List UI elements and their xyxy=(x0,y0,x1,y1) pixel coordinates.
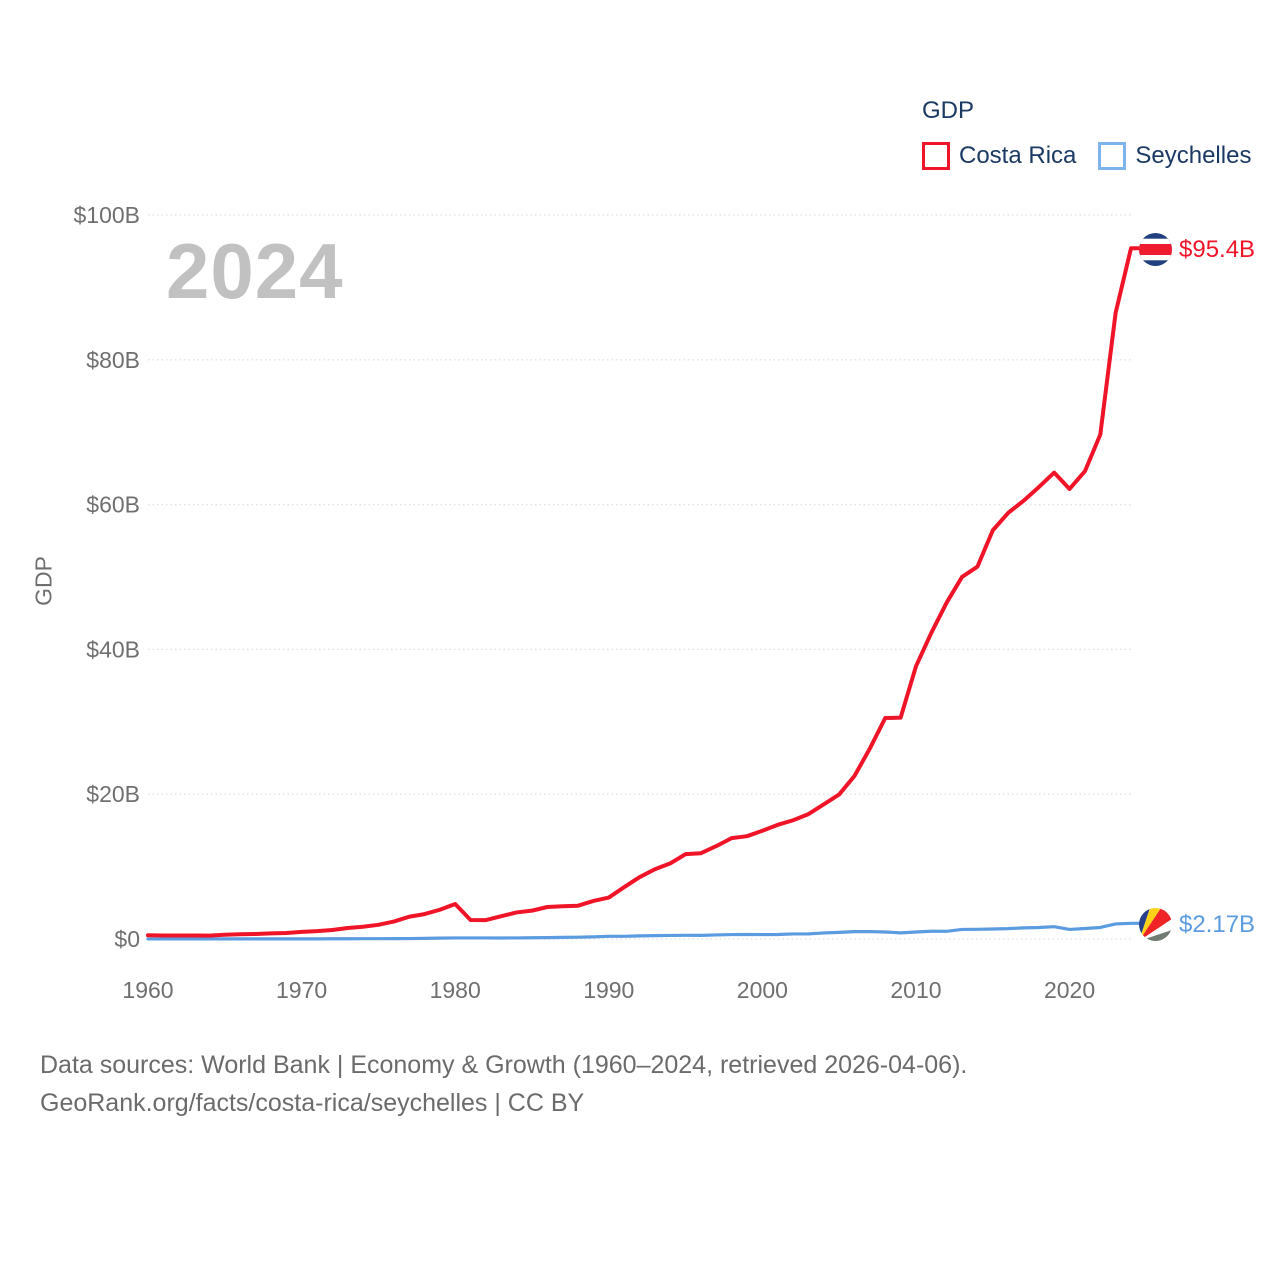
y-tick-label: $40B xyxy=(86,636,140,662)
legend-swatch-seychelles xyxy=(1098,142,1127,170)
y-tick-label: $60B xyxy=(86,492,140,518)
x-tick-label: 1990 xyxy=(583,977,634,1003)
x-tick-label: 1980 xyxy=(430,977,481,1003)
gdp-line-chart: $0 $20B $40B $60B $80B $100B 1960 1970 1980 1990 2… xyxy=(73,202,1141,1003)
chart-legend: GDP Costa Rica Seychelles xyxy=(922,97,1251,170)
seychelles-flag-icon xyxy=(1139,908,1172,941)
data-sources-line: Data sources: World Bank | Economy & Gro… xyxy=(40,1051,968,1079)
y-tick-label: $80B xyxy=(86,347,140,373)
seychelles-end-label: $2.17B xyxy=(1139,908,1255,941)
legend-label-costa-rica: Costa Rica xyxy=(959,142,1077,169)
x-tick-label: 1970 xyxy=(276,977,327,1003)
legend-swatch-costa-rica xyxy=(922,142,950,170)
costa-rica-line xyxy=(146,246,1141,938)
y-tick-label: $20B xyxy=(86,781,140,807)
legend-title: GDP xyxy=(922,97,975,124)
x-tick-label: 2020 xyxy=(1044,977,1095,1003)
costa-rica-end-label: $95.4B xyxy=(1139,233,1255,266)
x-tick-label: 1960 xyxy=(122,977,173,1003)
legend-label-seychelles: Seychelles xyxy=(1135,142,1252,169)
x-tick-label: 2000 xyxy=(737,977,788,1003)
costa-rica-value: $95.4B xyxy=(1179,235,1256,263)
y-tick-label: $100B xyxy=(73,202,140,228)
x-tick-label: 2010 xyxy=(890,977,941,1003)
attribution-footer: Data sources: World Bank | Economy & Gro… xyxy=(40,1046,967,1122)
y-tick-label: $0 xyxy=(114,926,140,952)
legend-item-seychelles[interactable]: Seychelles xyxy=(1098,142,1251,170)
legend-item-costa-rica[interactable]: Costa Rica xyxy=(922,142,1076,170)
source-url-line: GeoRank.org/facts/costa-rica/seychelles … xyxy=(40,1089,585,1117)
year-watermark: 2024 xyxy=(166,227,344,315)
costa-rica-flag-icon xyxy=(1139,233,1172,266)
seychelles-line xyxy=(146,921,1141,941)
seychelles-value: $2.17B xyxy=(1179,910,1256,938)
legend-items: Costa Rica Seychelles xyxy=(922,142,1251,170)
